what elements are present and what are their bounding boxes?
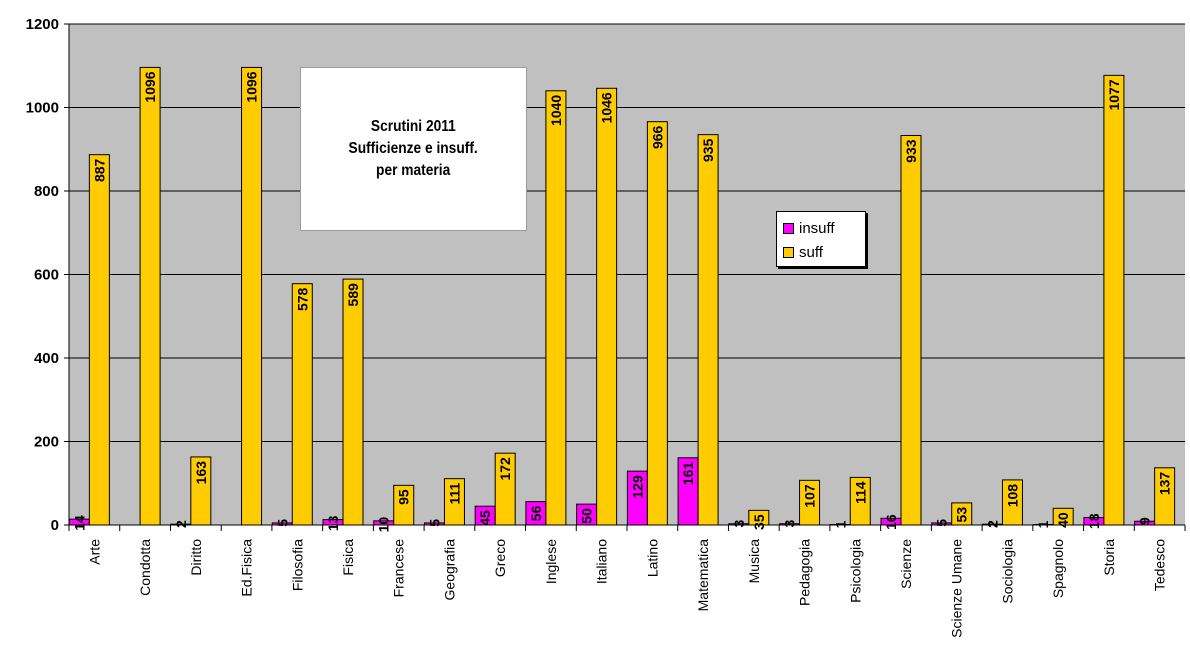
data-label-suff: 589 [345,283,361,307]
data-label-insuff: 9 [1137,517,1153,525]
data-label-insuff: 2 [984,520,1000,528]
y-tick-label: 0 [51,517,59,534]
data-label-suff: 887 [91,158,107,182]
data-label-insuff: 45 [477,510,493,526]
x-tick-label: Tedesco [1152,539,1168,591]
data-label-insuff: 2 [173,520,189,528]
data-label-insuff: 5 [426,519,442,527]
data-label-insuff: 1 [1035,520,1051,528]
chart-title-line-2: Sufficienze e insuff. [348,140,479,157]
data-label-suff: 95 [396,489,412,505]
data-label-insuff: 161 [680,462,696,486]
x-tick-label: Sociologia [999,539,1015,604]
legend-item-suff: suff [783,240,859,264]
data-label-insuff: 56 [528,505,544,521]
data-label-suff: 40 [1055,512,1071,528]
bar-suff [88,154,110,526]
data-label-suff: 1046 [599,92,615,123]
legend-swatch-insuff [783,222,794,234]
data-label-insuff: 14 [71,515,87,531]
x-tick-label: Francese [391,539,407,598]
bar-suff [697,134,719,526]
x-axis: Arte Condotta Diritto Ed.Fisica Filosofia Fis… [68,524,1186,638]
x-tick-label: Storia [1101,539,1117,576]
data-label-suff: 933 [903,139,919,163]
data-label-suff: 137 [1157,472,1173,496]
bar-suff [139,66,161,526]
legend: insuff suff [776,211,866,267]
x-tick-label: Psicologia [847,539,863,603]
x-tick-label: Arte [86,539,102,565]
y-tick-label: 400 [34,350,59,367]
data-label-suff: 35 [751,514,767,530]
chart-title-box: Scrutini 2011 Sufficienze e insuff. per … [300,67,527,231]
bar-suff [291,283,313,526]
y-tick-label: 600 [34,267,59,284]
y-tick-label: 200 [34,434,59,451]
x-tick-label: Scienze [898,539,914,589]
x-tick-label: Scienze Umane [949,539,965,638]
y-tick-label: 1200 [26,16,59,33]
x-tick-label: Inglese [543,539,559,584]
data-label-insuff: 5 [934,519,950,527]
data-label-suff: 1096 [142,71,158,102]
data-label-suff: 53 [954,507,970,523]
bar-suff [342,278,364,526]
data-label-suff: 108 [1004,484,1020,508]
bar-suff [241,66,263,526]
legend-label-suff: suff [799,243,823,261]
data-label-suff: 107 [802,484,818,508]
legend-swatch-suff [783,246,794,258]
x-tick-label: Condotta [137,539,153,596]
data-label-insuff: 3 [731,520,747,528]
data-label-suff: 1040 [548,95,564,126]
bar-suff [646,121,668,526]
x-tick-label: Ed.Fisica [239,539,255,597]
data-label-insuff: 13 [325,515,341,531]
data-label-suff: 114 [852,481,868,504]
x-tick-label: Diritto [188,539,204,576]
data-label-insuff: 5 [274,519,290,527]
data-label-suff: 1077 [1106,79,1122,110]
data-label-suff: 935 [700,138,716,162]
bar-suff [545,90,567,526]
y-tick-label: 800 [34,183,59,200]
data-label-suff: 172 [497,457,513,481]
data-label-suff: 1096 [244,71,260,102]
chart-title-line-3: per materia [376,162,451,179]
x-tick-label: Latino [644,539,660,577]
data-label-insuff: 129 [629,475,645,499]
data-labels: 1488710962163109655781358910955111451725… [71,71,1172,532]
data-label-suff: 578 [294,287,310,311]
x-tick-label: Matematica [695,539,711,612]
bar-suff [596,87,618,526]
data-label-insuff: 1 [832,520,848,528]
x-tick-label: Spagnolo [1050,539,1066,598]
x-tick-label: Musica [746,539,762,584]
data-label-suff: 111 [446,482,462,504]
data-label-insuff: 18 [1086,513,1102,529]
x-tick-label: Geografia [441,539,457,601]
legend-label-insuff: insuff [799,219,835,237]
y-tick-label: 1000 [26,100,59,117]
data-label-suff: 163 [193,461,209,485]
x-tick-label: Greco [492,539,508,577]
data-label-insuff: 3 [782,520,798,528]
data-label-insuff: 50 [579,508,595,524]
y-axis: 0 200 400 600 800 1000 1200 [26,16,70,534]
data-label-insuff: 16 [883,514,899,530]
legend-item-insuff: insuff [783,216,859,240]
bar-suff [1103,74,1125,526]
chart-title-line-1: Scrutini 2011 [371,118,456,135]
x-tick-label: Fisica [340,539,356,576]
x-tick-label: Pedagogia [797,539,813,606]
x-tick-label: Filosofia [289,539,305,591]
data-label-suff: 966 [649,125,665,149]
x-tick-label: Italiano [594,539,610,584]
bar-suff [900,134,922,526]
